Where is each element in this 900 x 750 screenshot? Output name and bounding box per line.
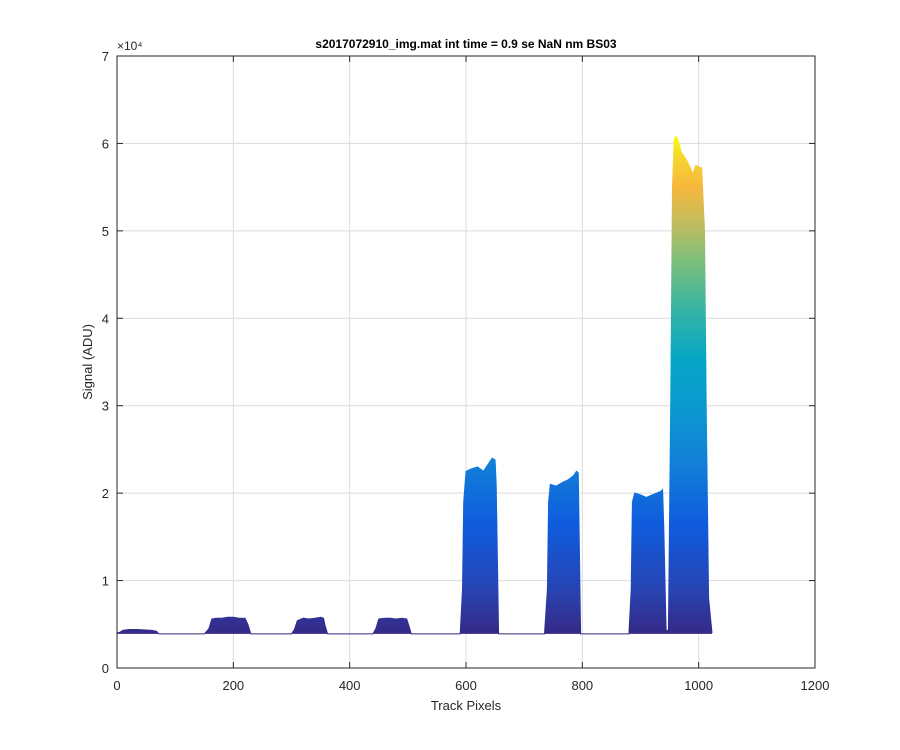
y-tick-label: 6 [102, 136, 109, 151]
x-tick-label: 200 [222, 678, 244, 693]
y-tick-label: 1 [102, 574, 109, 589]
y-tick-label: 3 [102, 399, 109, 414]
x-tick-label: 1000 [684, 678, 713, 693]
y-tick-label: 7 [102, 49, 109, 64]
x-tick-label: 1200 [801, 678, 830, 693]
y-tick-label: 5 [102, 224, 109, 239]
series-layer [116, 135, 713, 635]
y-axis-exponent: ×10⁴ [117, 39, 143, 53]
y-tick-label: 0 [102, 661, 109, 676]
x-tick-label: 800 [571, 678, 593, 693]
y-tick-label: 2 [102, 486, 109, 501]
x-tick-label: 0 [113, 678, 120, 693]
signal-area [117, 136, 712, 634]
y-axis-label: Signal (ADU) [80, 324, 95, 400]
x-axis: 0 200 400 600 800 1000 1200 [113, 56, 829, 693]
x-tick-label: 600 [455, 678, 477, 693]
y-axis: 0 1 2 3 4 5 6 7 [102, 49, 815, 676]
x-tick-label: 400 [339, 678, 361, 693]
y-tick-label: 4 [102, 311, 109, 326]
x-axis-label: Track Pixels [431, 698, 502, 713]
chart-title: s2017072910_img.mat int time = 0.9 se Na… [315, 37, 616, 51]
signal-line [116, 135, 713, 635]
